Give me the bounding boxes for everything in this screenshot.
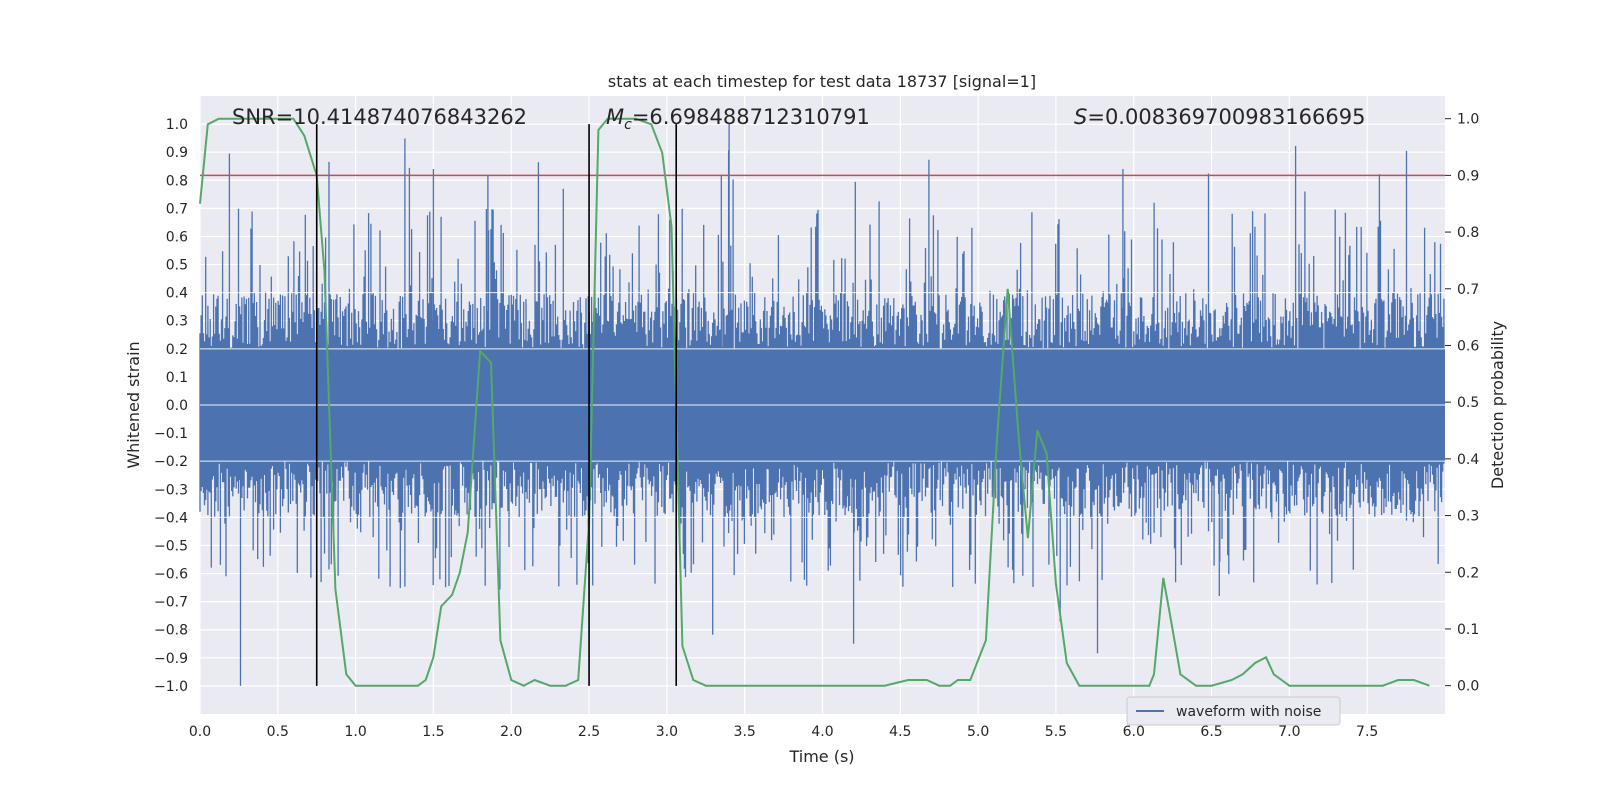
y2-tick-label: 0.8 xyxy=(1457,225,1479,241)
y2-tick-label: 0.6 xyxy=(1457,338,1479,354)
y-tick-label: 1.0 xyxy=(166,117,188,133)
y-tick-label: 0.0 xyxy=(166,398,188,414)
x-tick-label: 1.0 xyxy=(344,724,366,740)
mc-value: =6.698488712310791 xyxy=(632,105,870,129)
y-tick-label: −0.2 xyxy=(154,454,188,470)
s-value: =0.008369700983166695 xyxy=(1087,105,1365,129)
y2-tick-label: 0.0 xyxy=(1457,679,1479,695)
y-tick-label: 0.8 xyxy=(166,173,188,189)
y-tick-label: 0.9 xyxy=(166,145,188,161)
x-tick-label: 2.0 xyxy=(500,724,522,740)
x-tick-label: 3.5 xyxy=(734,724,756,740)
x-tick-label: 6.5 xyxy=(1200,724,1222,740)
x-tick-label: 7.5 xyxy=(1356,724,1378,740)
y-tick-label: −0.3 xyxy=(154,482,188,498)
x-tick-label: 4.5 xyxy=(889,724,911,740)
mc-subscript: c xyxy=(624,117,632,133)
y-tick-label: 0.1 xyxy=(166,370,188,386)
y-tick-label: 0.6 xyxy=(166,229,188,245)
y-tick-label: −0.8 xyxy=(154,623,188,639)
snr-annotation: SNR=10.414874076843262 xyxy=(232,105,527,129)
x-tick-label: 0.5 xyxy=(267,724,289,740)
y2-axis-title: Detection probability xyxy=(1488,321,1507,489)
y-tick-label: −0.9 xyxy=(154,651,188,667)
y-tick-label: −0.1 xyxy=(154,426,188,442)
legend: waveform with noise xyxy=(1126,696,1341,726)
x-tick-label: 7.0 xyxy=(1278,724,1300,740)
y2-tick-label: 0.9 xyxy=(1457,168,1479,184)
mc-symbol: M xyxy=(606,105,624,129)
x-tick-label: 5.0 xyxy=(967,724,989,740)
x-tick-labels: 0.0 0.5 1.0 1.5 2.0 2.5 3.0 3.5 4.0 4.5 5.0 5.5 6.0 6… xyxy=(189,724,1378,740)
y2-tick-label: 0.5 xyxy=(1457,395,1479,411)
y-tick-label: −0.4 xyxy=(154,510,188,526)
s-symbol: S xyxy=(1074,105,1087,129)
y-tick-label: −1.0 xyxy=(154,679,188,695)
y-tick-label: −0.6 xyxy=(154,567,188,583)
x-tick-label: 1.5 xyxy=(422,724,444,740)
y2-tick-label: 0.2 xyxy=(1457,565,1479,581)
y-tick-label: 0.5 xyxy=(166,258,188,274)
x-tick-label: 2.5 xyxy=(578,724,600,740)
x-tick-label: 4.0 xyxy=(811,724,833,740)
y-tick-label: −0.7 xyxy=(154,595,188,611)
y2-tick-label: 0.4 xyxy=(1457,452,1479,468)
x-tick-label: 0.0 xyxy=(189,724,211,740)
x-axis-title: Time (s) xyxy=(788,747,854,766)
waveform-series xyxy=(199,124,1445,686)
y2-tick-label: 0.3 xyxy=(1457,509,1479,525)
s-annotation: S=0.008369700983166695 xyxy=(1074,105,1365,129)
waveform-trace xyxy=(199,124,1445,686)
vertical-markers xyxy=(315,124,678,686)
y-tick-label: 0.2 xyxy=(166,342,188,358)
chart-title: stats at each timestep for test data 187… xyxy=(608,72,1036,91)
legend-box xyxy=(1126,696,1341,726)
detection-probability-line xyxy=(199,117,1430,687)
y-tick-labels: 1.0 0.9 0.8 0.7 0.6 0.5 0.4 0.3 0.2 0.1 0.0 −0.1 −0.… xyxy=(154,117,188,695)
y2-tick-label: 0.1 xyxy=(1457,622,1479,638)
x-tick-label: 3.0 xyxy=(656,724,678,740)
y2-tick-label: 0.7 xyxy=(1457,282,1479,298)
y2-tick-labels: 1.0 0.9 0.8 0.7 0.6 0.5 0.4 0.3 0.2 0.1 0.0 xyxy=(1445,112,1479,695)
y-tick-label: 0.3 xyxy=(166,314,188,330)
x-tick-label: 5.5 xyxy=(1045,724,1067,740)
mc-annotation: Mc=6.698488712310791 xyxy=(606,105,870,133)
x-tick-label: 6.0 xyxy=(1123,724,1145,740)
legend-label: waveform with noise xyxy=(1176,704,1321,720)
y2-tick-label: 1.0 xyxy=(1457,112,1479,128)
y-tick-label: 0.7 xyxy=(166,201,188,217)
y-tick-label: 0.4 xyxy=(166,286,188,302)
y-tick-label: −0.5 xyxy=(154,538,188,554)
y-axis-title: Whitened strain xyxy=(124,341,143,468)
